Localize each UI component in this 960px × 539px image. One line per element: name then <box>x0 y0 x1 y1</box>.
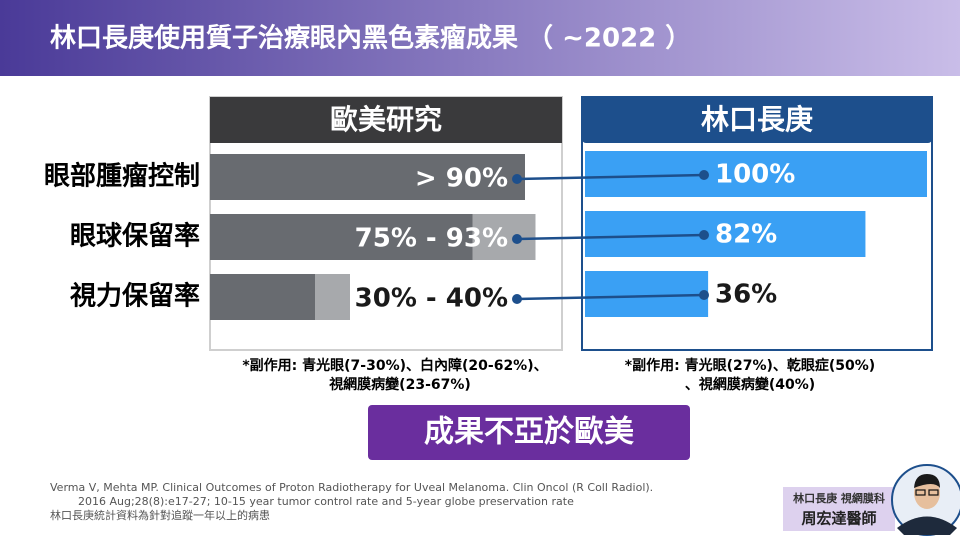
row-label: 眼部腫瘤控制 <box>44 161 200 192</box>
connector <box>516 233 705 241</box>
panel-title: 歐美研究 <box>330 103 442 136</box>
connector <box>516 173 705 181</box>
side-effect-note: 、視網膜病變(40%) <box>685 376 815 393</box>
conclusion-box <box>368 405 690 460</box>
connector-dot <box>699 230 709 240</box>
value-label: 100% <box>715 160 795 190</box>
value-label: 30% - 40% <box>355 284 508 314</box>
panel-title: 林口長庚 <box>701 103 813 136</box>
connector-dot <box>699 290 709 300</box>
panel-header <box>210 97 562 143</box>
connector-dot <box>512 174 522 184</box>
value-label: 82% <box>715 220 777 250</box>
bar <box>210 274 315 320</box>
side-effect-note: *副作用: 青光眼(27%)、乾眼症(50%) <box>625 357 875 374</box>
bar <box>585 151 927 197</box>
bar <box>585 211 866 257</box>
side-effect-note: *副作用: 青光眼(7-30%)、白內障(20-62%)、 <box>242 357 547 374</box>
bar <box>585 271 709 317</box>
conclusion: 成果不亞於歐美 <box>424 415 634 450</box>
connector-dot <box>512 294 522 304</box>
value-label: 75% - 93% <box>355 224 508 254</box>
badge-department: 林口長庚 視網膜科 <box>793 491 885 505</box>
slide-title: 林口長庚使用質子治療眼內黑色素瘤成果 （ ~2022 ） <box>50 23 691 54</box>
connector <box>516 293 705 301</box>
row-label: 眼球保留率 <box>70 221 200 252</box>
panel-header <box>582 97 932 143</box>
side-effect-note: 視網膜病變(23-67%) <box>328 376 471 393</box>
doctor-photo <box>891 464 960 536</box>
value-label: > 90% <box>415 164 508 194</box>
reference: Verma V, Mehta MP. Clinical Outcomes of … <box>50 481 653 494</box>
bar <box>210 154 525 200</box>
bar-range <box>472 214 536 260</box>
connector-dot <box>512 234 522 244</box>
bar-range <box>315 274 350 320</box>
title-banner <box>0 0 960 76</box>
reference: 2016 Aug;28(8):e17-27; 10-15 year tumor … <box>78 495 574 508</box>
badge <box>783 487 895 531</box>
badge-doctor: 周宏達醫師 <box>801 510 876 528</box>
row-label: 視力保留率 <box>70 281 200 312</box>
connector-dot <box>699 170 709 180</box>
value-label: 36% <box>715 280 777 310</box>
bar <box>210 214 473 260</box>
reference: 林口長庚統計資料為針對追蹤一年以上的病患 <box>50 508 270 522</box>
